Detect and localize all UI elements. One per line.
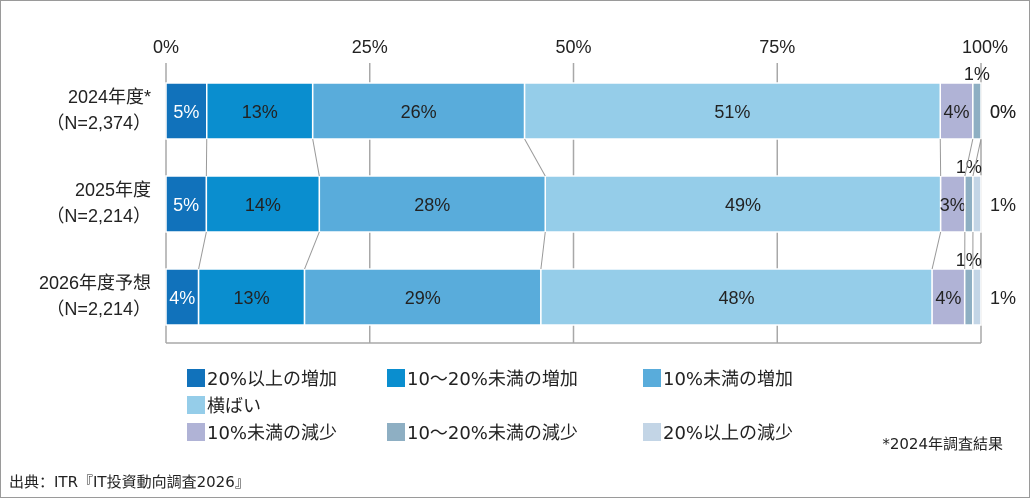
legend-swatch <box>187 396 205 414</box>
data-label: 5% <box>173 195 199 215</box>
bar-segment <box>931 268 966 326</box>
legend-item: 10～20%未満の増加 <box>387 365 643 391</box>
bar-segment <box>205 175 321 233</box>
data-label: 4% <box>944 102 970 122</box>
data-label: 13% <box>234 288 270 308</box>
legend-label: 20%以上の減少 <box>663 423 794 444</box>
bar-segment <box>963 268 974 326</box>
bar-segment <box>165 175 208 233</box>
legend-label: 10%未満の減少 <box>207 423 338 444</box>
x-tick-label: 100% <box>962 37 1008 57</box>
category-label: 2025年度 <box>75 180 151 200</box>
bar-segment <box>197 268 306 326</box>
data-label: 1% <box>990 288 1016 308</box>
bar-segment <box>165 268 200 326</box>
legend-label: 横ばい <box>207 396 261 417</box>
connector-line <box>540 231 546 270</box>
data-label: 14% <box>245 195 281 215</box>
bar-segment <box>939 82 974 140</box>
connector-line <box>304 231 320 270</box>
data-label: 1% <box>956 157 982 177</box>
footnote: *2024年調査結果 <box>882 435 1003 453</box>
connector-line <box>524 138 546 177</box>
legend: 20%以上の増加 10～20%未満の増加 10%未満の増加横ばい 10%未満の減少 10… <box>187 365 827 446</box>
bar-segment <box>523 82 941 140</box>
legend-item: 10%未満の増加 <box>643 365 823 391</box>
category-label: （N=2,374） <box>46 113 151 133</box>
category-label: （N=2,214） <box>46 206 151 226</box>
data-label: 5% <box>173 102 199 122</box>
legend-swatch <box>187 369 205 387</box>
data-label: 48% <box>718 288 754 308</box>
bar-segment <box>165 82 208 140</box>
bar-segment <box>540 268 933 326</box>
data-label: 26% <box>401 102 437 122</box>
legend-swatch <box>643 423 661 441</box>
connector-line <box>931 231 942 270</box>
legend-item: 20%以上の減少 <box>643 419 823 445</box>
data-label: 51% <box>714 102 750 122</box>
connector-line <box>312 138 320 177</box>
x-tick-label: 0% <box>153 37 179 57</box>
connector-line <box>964 138 974 177</box>
data-label: 28% <box>414 195 450 215</box>
legend-label: 10～20%未満の減少 <box>407 423 578 444</box>
data-label: 0% <box>990 102 1016 122</box>
x-tick-label: 75% <box>759 37 795 57</box>
x-tick-label: 50% <box>555 37 591 57</box>
legend-swatch <box>387 369 405 387</box>
data-label: 0% <box>990 102 1016 122</box>
bar-segment <box>972 268 982 326</box>
category-label: （N=2,214） <box>46 299 151 319</box>
connector-line <box>198 231 207 270</box>
legend-item: 20%以上の増加 <box>187 365 387 391</box>
x-tick-label: 25% <box>352 37 388 57</box>
legend-swatch <box>643 369 661 387</box>
data-label: 49% <box>725 195 761 215</box>
legend-label: 20%以上の増加 <box>207 369 338 390</box>
data-label: 4% <box>169 288 195 308</box>
data-label: 13% <box>242 102 278 122</box>
data-label: 4% <box>935 288 961 308</box>
legend-label: 10%未満の増加 <box>663 369 794 390</box>
legend-label: 10～20%未満の増加 <box>407 369 578 390</box>
bar-segment <box>318 175 547 233</box>
data-label: 1% <box>956 250 982 270</box>
category-label: 2026年度予想 <box>39 273 151 293</box>
data-label: 3% <box>940 195 966 215</box>
legend-swatch <box>187 423 205 441</box>
data-label: 1% <box>964 64 990 84</box>
bar-segment <box>972 82 982 140</box>
data-label: 29% <box>405 288 441 308</box>
source-note: 出典：ITR『IT投資動向調査2026』 <box>9 473 250 491</box>
bar-segment <box>972 175 982 233</box>
legend-item: 10%未満の減少 <box>187 419 387 445</box>
legend-item: 10～20%未満の減少 <box>387 419 643 445</box>
connector-line <box>972 138 982 177</box>
category-label: 2024年度* <box>68 87 151 107</box>
legend-swatch <box>387 423 405 441</box>
data-label: 1% <box>990 195 1016 215</box>
bar-segment <box>939 175 966 233</box>
stacked-bar-chart: 0% 25% 50% 75% 100%5% 13% 26% 51% 4%1%0%0%2024年度… <box>39 37 1016 344</box>
bar-segment <box>303 268 542 326</box>
bar-segment <box>964 175 974 233</box>
legend-item: 横ばい <box>187 392 307 418</box>
